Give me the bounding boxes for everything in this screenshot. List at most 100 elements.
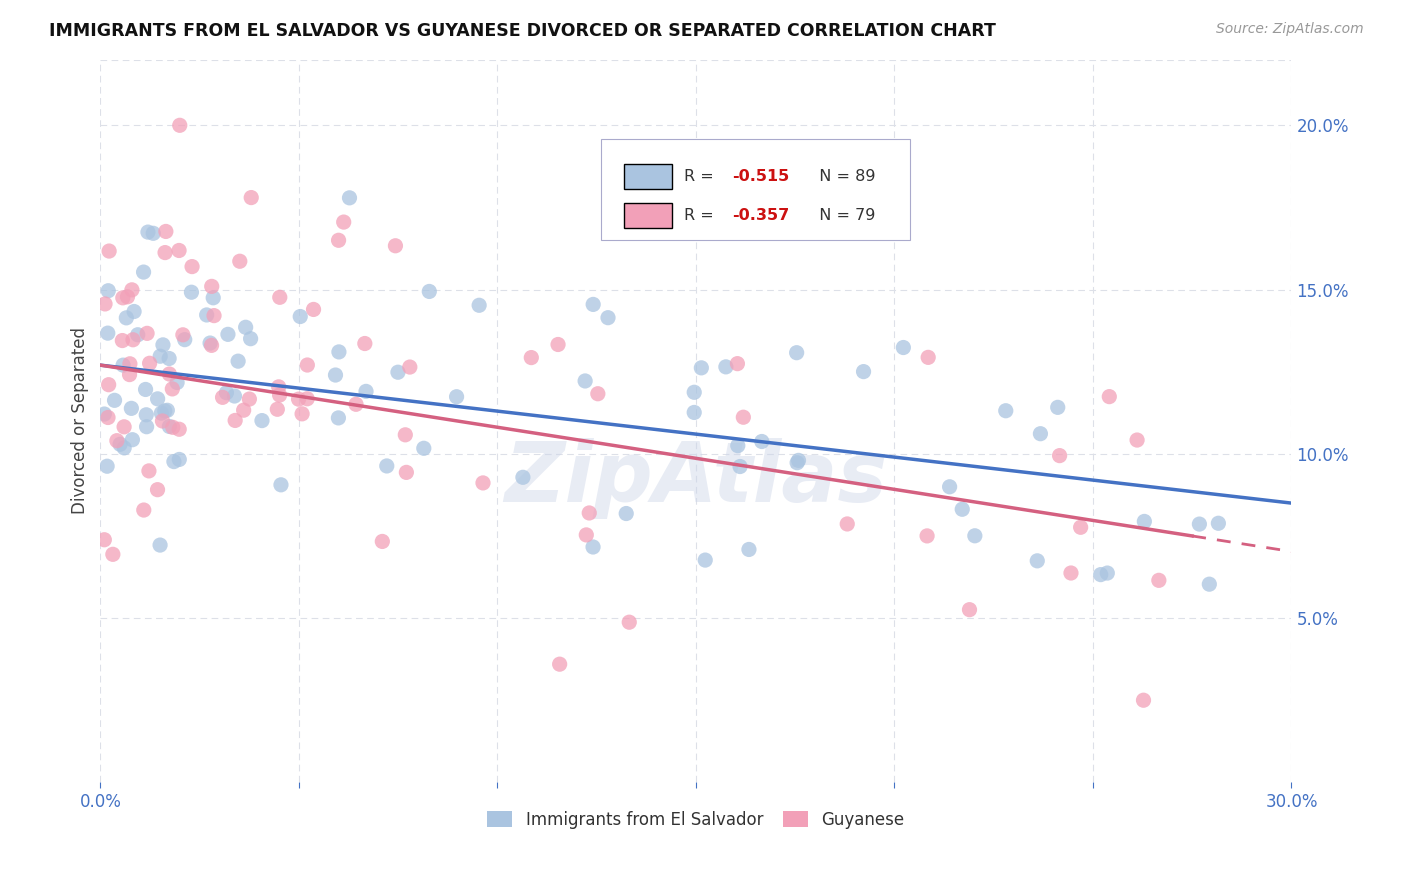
Point: [94, 297, 117, 311]
Point: [167, 244, 190, 258]
Point: [217, 327, 239, 342]
Point: [138, 356, 160, 370]
Point: [714, 359, 737, 374]
Point: [105, 434, 128, 448]
Point: [166, 376, 188, 390]
Point: [994, 403, 1017, 417]
Text: N = 89: N = 89: [808, 169, 876, 184]
Point: [596, 310, 619, 325]
Text: ZipAtlas: ZipAtlas: [505, 438, 887, 519]
Text: Source: ZipAtlas.com: Source: ZipAtlas.com: [1216, 22, 1364, 37]
Point: [1097, 566, 1119, 580]
Point: [575, 528, 598, 542]
Point: [302, 302, 325, 317]
Point: [163, 454, 186, 468]
Point: [98, 244, 121, 258]
Point: [938, 480, 960, 494]
Point: [215, 385, 238, 400]
Point: [446, 390, 468, 404]
Point: [297, 358, 319, 372]
Point: [112, 441, 135, 455]
Point: [695, 553, 717, 567]
Point: [1208, 516, 1230, 531]
Point: [786, 456, 808, 470]
Point: [328, 411, 350, 425]
Point: [250, 414, 273, 428]
Point: [226, 354, 249, 368]
Point: [118, 357, 141, 371]
Point: [169, 118, 191, 132]
Point: [738, 542, 761, 557]
Point: [354, 384, 377, 399]
Point: [574, 374, 596, 388]
Point: [181, 260, 204, 274]
Point: [266, 402, 288, 417]
Point: [135, 419, 157, 434]
Point: [325, 368, 347, 382]
Point: [146, 392, 169, 406]
Point: [582, 297, 605, 311]
Point: [136, 326, 159, 341]
Point: [127, 327, 149, 342]
Point: [146, 483, 169, 497]
Point: [132, 503, 155, 517]
Point: [121, 283, 143, 297]
Point: [582, 540, 605, 554]
Point: [202, 291, 225, 305]
Point: [97, 284, 120, 298]
Point: [1098, 390, 1121, 404]
Point: [295, 392, 318, 406]
Text: R =: R =: [683, 169, 718, 184]
Legend: Immigrants from El Salvador, Guyanese: Immigrants from El Salvador, Guyanese: [481, 804, 911, 836]
Point: [1046, 401, 1069, 415]
Point: [224, 413, 246, 427]
Point: [173, 333, 195, 347]
Point: [1049, 449, 1071, 463]
Point: [111, 291, 134, 305]
Point: [152, 338, 174, 352]
Point: [111, 334, 134, 348]
Point: [959, 602, 981, 616]
Point: [512, 470, 534, 484]
Point: [328, 345, 350, 359]
Point: [371, 534, 394, 549]
Point: [118, 368, 141, 382]
Point: [169, 452, 191, 467]
Point: [353, 336, 375, 351]
Text: N = 79: N = 79: [808, 208, 876, 223]
Point: [547, 337, 569, 351]
Point: [152, 414, 174, 428]
Point: [548, 657, 571, 672]
Point: [1147, 574, 1170, 588]
Point: [950, 502, 973, 516]
Point: [121, 433, 143, 447]
Point: [93, 533, 115, 547]
Point: [167, 422, 190, 436]
Point: [97, 326, 120, 340]
Y-axis label: Divorced or Separated: Divorced or Separated: [72, 327, 89, 515]
Point: [1029, 426, 1052, 441]
Point: [120, 401, 142, 416]
Point: [787, 453, 810, 467]
Point: [837, 516, 859, 531]
Point: [375, 458, 398, 473]
Point: [395, 466, 418, 480]
Point: [115, 310, 138, 325]
Point: [132, 265, 155, 279]
Point: [172, 327, 194, 342]
FancyBboxPatch shape: [600, 139, 910, 240]
Point: [683, 405, 706, 419]
Point: [122, 304, 145, 318]
Point: [586, 386, 609, 401]
Point: [96, 459, 118, 474]
Point: [101, 547, 124, 561]
Point: [332, 215, 354, 229]
Point: [155, 224, 177, 238]
Point: [893, 341, 915, 355]
Point: [153, 404, 176, 418]
Point: [344, 397, 367, 411]
Point: [224, 389, 246, 403]
Point: [394, 427, 416, 442]
Point: [290, 310, 312, 324]
Point: [1133, 515, 1156, 529]
